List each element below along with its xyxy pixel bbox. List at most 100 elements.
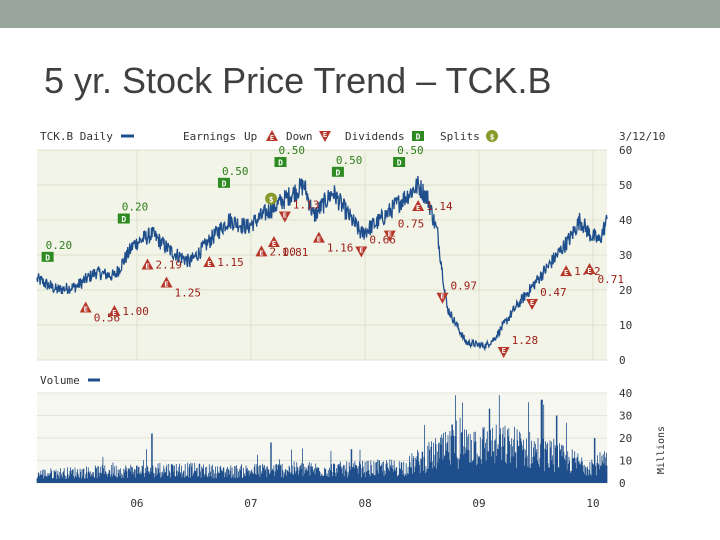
earnings-value-label: 0.47 bbox=[540, 286, 567, 299]
volume-y-tick-label: 10 bbox=[619, 455, 632, 468]
earnings-up-triangle bbox=[203, 256, 216, 267]
dividend-glyph: D bbox=[397, 159, 402, 168]
dividend-glyph: D bbox=[45, 253, 50, 262]
x-tick-label: 06 bbox=[130, 497, 143, 510]
earnings-value-label: 2.19 bbox=[156, 258, 183, 271]
earnings-up-triangle bbox=[266, 130, 278, 141]
slide-title: 5 yr. Stock Price Trend – TCK.B bbox=[44, 60, 552, 101]
earnings-value-label: 1.28 bbox=[512, 334, 539, 347]
dividend-value-label: 0.50 bbox=[397, 144, 424, 157]
volume-units-label: Millions bbox=[656, 426, 667, 474]
price-y-tick-label: 50 bbox=[619, 179, 632, 192]
dividend-glyph: D bbox=[278, 159, 283, 168]
earnings-glyph: E bbox=[587, 267, 591, 275]
earnings-value-label: 1.15 bbox=[217, 256, 244, 269]
legend-earnings-down-icon: E bbox=[319, 131, 331, 142]
earnings-glyph: E bbox=[323, 131, 327, 139]
earnings-up-triangle bbox=[108, 305, 121, 316]
price-series-line bbox=[36, 175, 608, 352]
earnings-up-marker: E bbox=[583, 263, 596, 275]
earnings-up-marker: E bbox=[255, 245, 268, 257]
earnings-value-label: 1.00 bbox=[122, 305, 149, 318]
earnings-down-marker: E bbox=[526, 299, 539, 310]
earnings-glyph: E bbox=[564, 269, 568, 277]
volume-panel: Volume 0 10 20 30 40 Millions bbox=[36, 374, 667, 490]
price-y-tick-label: 20 bbox=[619, 284, 632, 297]
dividend-glyph: D bbox=[416, 133, 421, 142]
dividend-box bbox=[117, 213, 130, 224]
volume-bars bbox=[36, 395, 608, 483]
legend-splits-label: Splits bbox=[440, 130, 480, 143]
earnings-value-label: 0.97 bbox=[450, 280, 477, 293]
earnings-glyph: E bbox=[416, 204, 420, 212]
dividend-marker: D bbox=[217, 177, 230, 188]
earnings-up-triangle bbox=[255, 245, 268, 257]
dividend-marker: D bbox=[274, 157, 287, 168]
earnings-up-marker: E bbox=[108, 305, 121, 317]
earnings-glyph: E bbox=[502, 347, 506, 355]
earnings-up-triangle bbox=[583, 263, 596, 274]
earnings-glyph: E bbox=[259, 249, 263, 257]
earnings-value-label: 2.00 bbox=[269, 245, 296, 258]
earnings-up-marker: E bbox=[312, 231, 325, 244]
split-glyph: $ bbox=[269, 195, 274, 204]
earnings-value-label: 0.71 bbox=[598, 273, 625, 286]
legend-earnings-up-icon: E bbox=[266, 130, 278, 142]
price-y-axis: 0 10 20 30 40 50 60 bbox=[37, 144, 632, 367]
slide-top-bar bbox=[0, 0, 720, 28]
earnings-up-triangle bbox=[312, 231, 325, 243]
dividend-marker: D bbox=[117, 213, 130, 224]
price-y-tick-label: 60 bbox=[619, 144, 632, 157]
volume-bar-series bbox=[36, 395, 608, 483]
price-y-tick-label: 40 bbox=[619, 214, 632, 227]
price-y-tick-label: 10 bbox=[619, 319, 632, 332]
price-legend: TCK.B Daily Earnings Up E Down E Dividends D Spl… bbox=[40, 130, 498, 143]
dividend-glyph: D bbox=[121, 215, 126, 224]
earnings-value-label: 1.16 bbox=[327, 242, 354, 255]
split-circle bbox=[486, 130, 498, 142]
dividend-glyph: D bbox=[336, 168, 341, 177]
earnings-glyph: E bbox=[388, 231, 392, 239]
earnings-glyph: E bbox=[84, 306, 88, 314]
volume-y-tick-label: 30 bbox=[619, 410, 632, 423]
split-marker: $ bbox=[265, 192, 278, 205]
dividend-box bbox=[41, 251, 54, 262]
x-tick-label: 08 bbox=[358, 497, 371, 510]
earnings-down-marker: E bbox=[436, 292, 449, 304]
legend-split-icon: $ bbox=[486, 130, 498, 142]
x-tick-label: 07 bbox=[244, 497, 257, 510]
volume-y-tick-label: 0 bbox=[619, 477, 626, 490]
earnings-down-marker: E bbox=[355, 246, 368, 258]
legend-down-label: Down bbox=[286, 130, 313, 143]
earnings-up-marker: E bbox=[79, 301, 92, 314]
earnings-down-triangle bbox=[355, 246, 368, 258]
dividend-box bbox=[331, 166, 344, 177]
earnings-up-marker: E bbox=[160, 276, 173, 288]
earnings-glyph: E bbox=[270, 134, 274, 142]
dividend-marker: D bbox=[331, 166, 344, 177]
earnings-glyph: E bbox=[112, 309, 116, 317]
volume-y-tick-label: 20 bbox=[619, 432, 632, 445]
earnings-glyph: E bbox=[317, 236, 321, 244]
earnings-down-marker: E bbox=[497, 347, 510, 358]
dividend-box bbox=[412, 131, 424, 141]
earnings-value-label: 1.14 bbox=[426, 200, 453, 213]
x-tick-label: 10 bbox=[586, 497, 599, 510]
earnings-glyph: E bbox=[145, 262, 149, 270]
earnings-up-triangle bbox=[79, 301, 92, 313]
dividend-marker: D bbox=[393, 157, 406, 168]
earnings-value-label: 1.81 bbox=[282, 246, 309, 259]
legend-dividends-label: Dividends bbox=[345, 130, 405, 143]
earnings-up-marker: E bbox=[203, 256, 216, 268]
earnings-value-label: 1.25 bbox=[175, 286, 202, 299]
dividend-value-label: 0.50 bbox=[222, 165, 249, 178]
earnings-glyph: E bbox=[530, 299, 534, 307]
dividend-value-label: 0.20 bbox=[122, 201, 149, 214]
earnings-down-triangle bbox=[383, 230, 396, 242]
earnings-glyph: E bbox=[283, 212, 287, 220]
dividend-value-label: 0.20 bbox=[46, 239, 72, 252]
legend-series-label: TCK.B Daily bbox=[40, 130, 113, 143]
dividend-value-label: 0.50 bbox=[278, 144, 305, 157]
